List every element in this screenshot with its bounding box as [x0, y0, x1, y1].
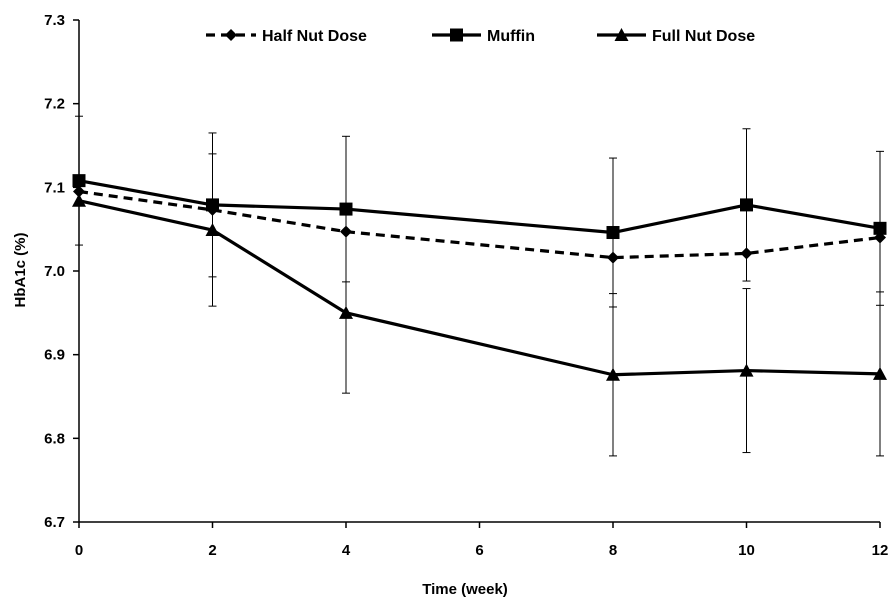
legend-marker-diamond — [225, 29, 237, 41]
y-tick-label: 7.3 — [44, 12, 65, 29]
x-tick-label: 0 — [75, 542, 83, 559]
y-axis-title: HbA1c (%) — [12, 232, 29, 307]
data-point-square — [606, 226, 620, 240]
legend-label: Full Nut Dose — [652, 28, 755, 45]
x-tick-label: 8 — [609, 542, 617, 559]
legend-label: Half Nut Dose — [262, 28, 367, 45]
x-tick-label: 2 — [208, 542, 216, 559]
data-point-diamond — [340, 225, 352, 238]
x-axis-title: Time (week) — [422, 581, 508, 597]
axes: 6.7 6.8 6.9 7.0 7.1 7.2 7.3 0 2 4 6 8 10 12 — [44, 12, 888, 559]
legend: Half Nut Dose Muffin Full Nut Dose — [206, 28, 755, 45]
x-tick-label: 6 — [475, 542, 483, 559]
data-point-diamond — [607, 251, 619, 264]
error-bars — [75, 115, 884, 457]
series-line-diamond — [78, 189, 881, 260]
data-point-square — [72, 174, 86, 188]
data-point-triangle — [739, 363, 754, 377]
data-point-triangle — [72, 193, 86, 207]
y-tick-label: 6.7 — [44, 514, 65, 531]
data-point-triangle — [205, 223, 220, 237]
x-tick-label: 10 — [738, 542, 755, 559]
data-point-diamond — [740, 247, 753, 260]
series-line-square — [78, 179, 881, 235]
y-tick-label: 7.2 — [44, 96, 65, 113]
legend-marker-triangle — [614, 28, 629, 41]
data-point-triangle — [606, 367, 620, 381]
data-point-diamond — [73, 185, 85, 198]
data-point-square — [339, 202, 353, 216]
legend-marker-square — [450, 28, 463, 42]
y-tick-label: 7.0 — [44, 263, 65, 280]
data-point-square — [873, 221, 887, 235]
data-point-triangle — [873, 366, 887, 380]
data-point-square — [206, 198, 219, 212]
legend-label: Muffin — [487, 28, 535, 45]
series-markers — [72, 174, 887, 381]
series-lines — [78, 179, 881, 377]
x-tick-label: 12 — [872, 542, 889, 559]
y-tick-label: 7.1 — [44, 179, 65, 196]
y-tick-label: 6.9 — [44, 347, 65, 364]
series-line-triangle — [78, 199, 881, 377]
data-point-triangle — [339, 305, 353, 319]
y-tick-label: 6.8 — [44, 430, 65, 447]
data-point-square — [740, 198, 753, 212]
x-tick-label: 4 — [342, 542, 351, 559]
